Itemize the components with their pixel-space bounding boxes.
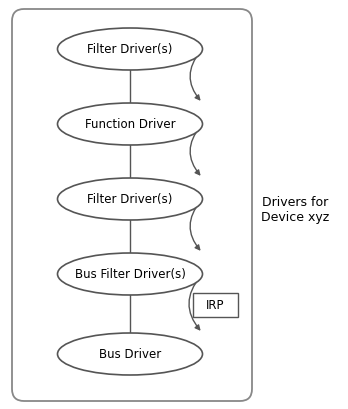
- Ellipse shape: [57, 104, 203, 146]
- Ellipse shape: [57, 254, 203, 295]
- FancyArrowPatch shape: [190, 52, 201, 101]
- Text: Bus Driver: Bus Driver: [99, 348, 161, 361]
- Bar: [193, 293, 238, 317]
- Text: Function Driver: Function Driver: [85, 118, 175, 131]
- FancyArrowPatch shape: [190, 202, 201, 250]
- Text: IRP: IRP: [206, 299, 225, 312]
- Ellipse shape: [57, 333, 203, 375]
- FancyBboxPatch shape: [12, 10, 252, 401]
- FancyArrowPatch shape: [189, 276, 201, 330]
- Text: Bus Filter Driver(s): Bus Filter Driver(s): [74, 268, 185, 281]
- Text: Filter Driver(s): Filter Driver(s): [87, 193, 173, 206]
- Text: Filter Driver(s): Filter Driver(s): [87, 43, 173, 56]
- Text: Drivers for
Device xyz: Drivers for Device xyz: [261, 196, 329, 223]
- FancyArrowPatch shape: [190, 127, 201, 175]
- Ellipse shape: [57, 29, 203, 71]
- Ellipse shape: [57, 179, 203, 220]
